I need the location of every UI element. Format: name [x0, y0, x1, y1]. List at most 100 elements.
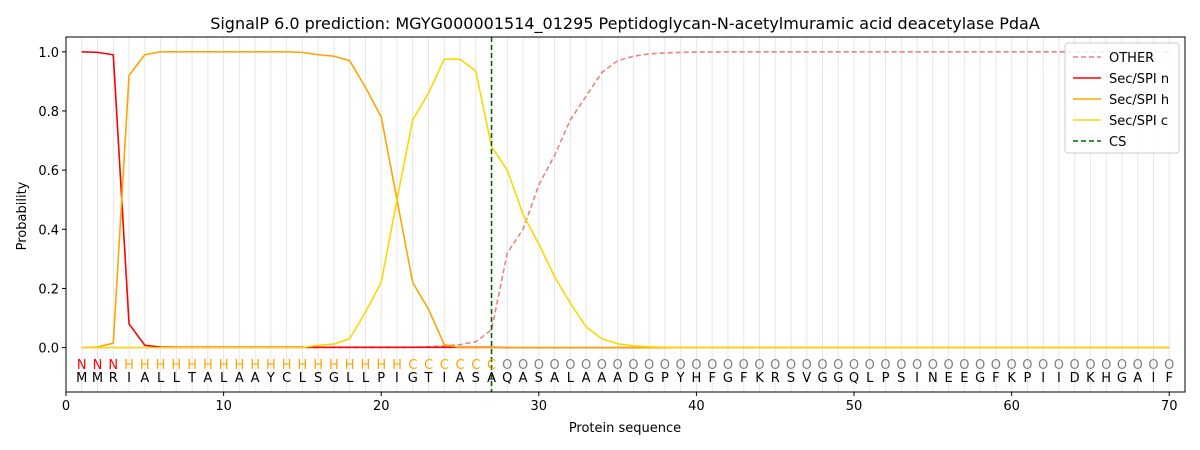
residue-label: A — [1133, 371, 1142, 386]
y-tick-label: 0.0 — [38, 342, 59, 357]
residue-label: Y — [266, 371, 275, 386]
residue-label: L — [866, 371, 874, 386]
region-label: H — [329, 358, 339, 373]
x-tick-label: 0 — [62, 399, 70, 414]
region-label: O — [928, 358, 938, 373]
x-tick-label: 60 — [1003, 399, 1020, 414]
residue-label: P — [377, 371, 385, 386]
residue-label: G — [817, 371, 827, 386]
y-tick-label: 0.6 — [38, 164, 59, 179]
residue-label: R — [109, 371, 118, 386]
residue-label: G — [833, 371, 843, 386]
region-label: O — [691, 358, 701, 373]
residue-label: A — [597, 371, 606, 386]
residue-label: P — [882, 371, 890, 386]
residue-label: A — [519, 371, 528, 386]
legend: OTHER Sec/SPI n Sec/SPI h Sec/SPI c CS — [1064, 42, 1180, 154]
region-label: O — [1022, 358, 1032, 373]
residue-label: A — [550, 371, 559, 386]
series-line-other — [81, 50, 1170, 349]
region-label: O — [628, 358, 638, 373]
residue-label: L — [362, 371, 370, 386]
residue-label: D — [1070, 371, 1080, 386]
region-label: H — [282, 358, 292, 373]
residue-label: N — [928, 371, 938, 386]
region-label: O — [518, 358, 528, 373]
region-label: H — [234, 358, 244, 373]
region-label: O — [865, 358, 875, 373]
region-label: O — [975, 358, 985, 373]
region-label: O — [581, 358, 591, 373]
region-label: N — [77, 358, 87, 373]
region-label: C — [424, 358, 433, 373]
y-axis-label: Probability — [15, 181, 30, 250]
y-tick-label: 0.2 — [38, 282, 59, 297]
region-label: O — [534, 358, 544, 373]
residue-label: L — [157, 371, 165, 386]
region-label: C — [408, 358, 417, 373]
region-label: C — [471, 358, 480, 373]
region-label: O — [1133, 358, 1143, 373]
residue-label: G — [329, 371, 339, 386]
region-label: O — [597, 358, 607, 373]
region-label: H — [392, 358, 402, 373]
residue-label: G — [723, 371, 733, 386]
region-label: O — [1070, 358, 1080, 373]
region-label: O — [707, 358, 717, 373]
region-label: O — [1038, 358, 1048, 373]
residue-label: P — [661, 371, 669, 386]
residue-label: K — [1086, 371, 1095, 386]
residue-label: S — [314, 371, 322, 386]
legend-label: Sec/SPI n — [1109, 72, 1169, 87]
residue-label: S — [897, 371, 905, 386]
residue-label: M — [76, 371, 87, 386]
residue-label: I — [395, 371, 399, 386]
region-label: O — [833, 358, 843, 373]
residue-label: A — [582, 371, 591, 386]
residue-label: V — [802, 371, 811, 386]
region-label: H — [140, 358, 150, 373]
residue-label: A — [487, 371, 496, 386]
legend-label: Sec/SPI h — [1109, 93, 1169, 108]
x-tick-label: 20 — [373, 399, 390, 414]
residue-label: Y — [676, 371, 685, 386]
x-tick-label: 40 — [688, 399, 705, 414]
region-label: H — [361, 358, 371, 373]
region-label: N — [93, 358, 103, 373]
region-label: O — [754, 358, 764, 373]
plot-frame — [65, 36, 1186, 393]
region-label: O — [1054, 358, 1064, 373]
region-label: C — [487, 358, 496, 373]
region-label: H — [156, 358, 166, 373]
region-label: H — [313, 358, 323, 373]
region-label: O — [1007, 358, 1017, 373]
region-label: H — [203, 358, 213, 373]
residue-label: P — [1023, 371, 1031, 386]
region-label: O — [770, 358, 780, 373]
residue-label: F — [992, 371, 999, 386]
region-label: O — [723, 358, 733, 373]
x-axis-label: Protein sequence — [569, 421, 681, 436]
residue-label: A — [235, 371, 244, 386]
residue-label: Q — [502, 371, 512, 386]
residue-label: E — [944, 371, 952, 386]
region-label: O — [644, 358, 654, 373]
residue-label: G — [644, 371, 654, 386]
region-label: O — [1085, 358, 1095, 373]
residue-label: S — [787, 371, 795, 386]
region-label: H — [219, 358, 229, 373]
plot-area: NMNMNRHIHAHLHLHTHAHLHAHAHYHCHLHSHGHLHLHP… — [38, 36, 1186, 414]
y-tick-label: 0.4 — [38, 223, 59, 238]
residue-label: C — [282, 371, 291, 386]
residue-label: E — [960, 371, 968, 386]
residue-label: I — [442, 371, 446, 386]
residue-label: L — [346, 371, 354, 386]
region-label: O — [786, 358, 796, 373]
residue-label: K — [1007, 371, 1016, 386]
region-label: O — [912, 358, 922, 373]
residue-label: I — [127, 371, 131, 386]
residue-label: D — [628, 371, 638, 386]
region-label: O — [817, 358, 827, 373]
